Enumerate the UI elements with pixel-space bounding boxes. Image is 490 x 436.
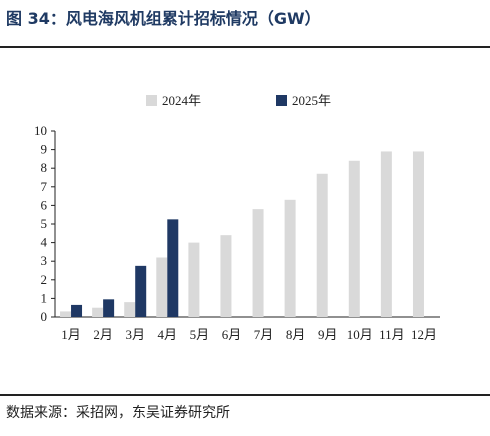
bar-2024 <box>188 242 200 317</box>
x-tick-label: 10月 <box>347 327 373 342</box>
x-tick-label: 5月 <box>190 327 210 342</box>
y-tick-label: 7 <box>41 179 48 194</box>
y-tick-label: 5 <box>41 216 48 231</box>
x-tick-label: 3月 <box>125 327 145 342</box>
x-tick-label: 2月 <box>93 327 113 342</box>
title-divider <box>0 46 490 48</box>
source-note: 数据来源：采招网，东吴证券研究所 <box>6 405 230 421</box>
bar-2025 <box>71 304 83 317</box>
bar-2024 <box>316 173 328 317</box>
x-tick-label: 1月 <box>61 327 81 342</box>
bar-2024 <box>412 151 424 317</box>
legend-label-2024: 2024年 <box>162 93 201 108</box>
legend-swatch-2025 <box>276 95 287 106</box>
bar-2024 <box>92 307 104 317</box>
bar-2024 <box>220 235 232 317</box>
y-tick-label: 3 <box>41 253 48 268</box>
legend-label-2025: 2025年 <box>292 93 331 108</box>
bar-2024 <box>60 311 72 317</box>
bar-chart: 2024年 2025年 0 1 2 3 4 5 6 7 8 9 10 1月 2月 3月 4月 5月 6月 7月 8… <box>34 93 440 342</box>
x-tick-label: 9月 <box>318 327 338 342</box>
bar-2025 <box>167 219 179 317</box>
chart-legend: 2024年 2025年 <box>146 93 331 108</box>
x-tick-label: 12月 <box>411 327 437 342</box>
x-tick-label: 4月 <box>158 327 178 342</box>
y-tick-label: 1 <box>41 290 48 305</box>
x-tick-label: 8月 <box>286 327 306 342</box>
bar-2025 <box>103 299 115 317</box>
bar-2024 <box>156 257 168 317</box>
y-tick-label: 8 <box>41 160 48 175</box>
y-tick-label: 9 <box>41 142 48 157</box>
y-tick-label: 2 <box>41 272 48 287</box>
y-axis: 0 1 2 3 4 5 6 7 8 9 10 <box>34 123 56 324</box>
figure-title: 图 34：风电海风机组累计招标情况（GW） <box>6 9 321 28</box>
y-tick-label: 4 <box>41 235 48 250</box>
y-tick-label: 10 <box>34 123 47 138</box>
x-tick-label: 6月 <box>222 327 242 342</box>
x-axis: 1月 2月 3月 4月 5月 6月 7月 8月 9月 10月 11月 12月 <box>55 316 440 342</box>
bar-2024 <box>252 209 264 317</box>
x-tick-label: 11月 <box>379 327 405 342</box>
bar-2024 <box>380 151 392 317</box>
bar-2024 <box>348 160 360 317</box>
bar-2025 <box>135 265 147 317</box>
footer-divider <box>0 394 490 396</box>
y-tick-label: 0 <box>41 309 48 324</box>
x-tick-label: 7月 <box>254 327 274 342</box>
legend-swatch-2024 <box>146 95 157 106</box>
bar-2024 <box>124 302 136 317</box>
bar-series <box>60 151 424 317</box>
y-tick-label: 6 <box>41 197 48 212</box>
bar-2024 <box>284 199 296 317</box>
